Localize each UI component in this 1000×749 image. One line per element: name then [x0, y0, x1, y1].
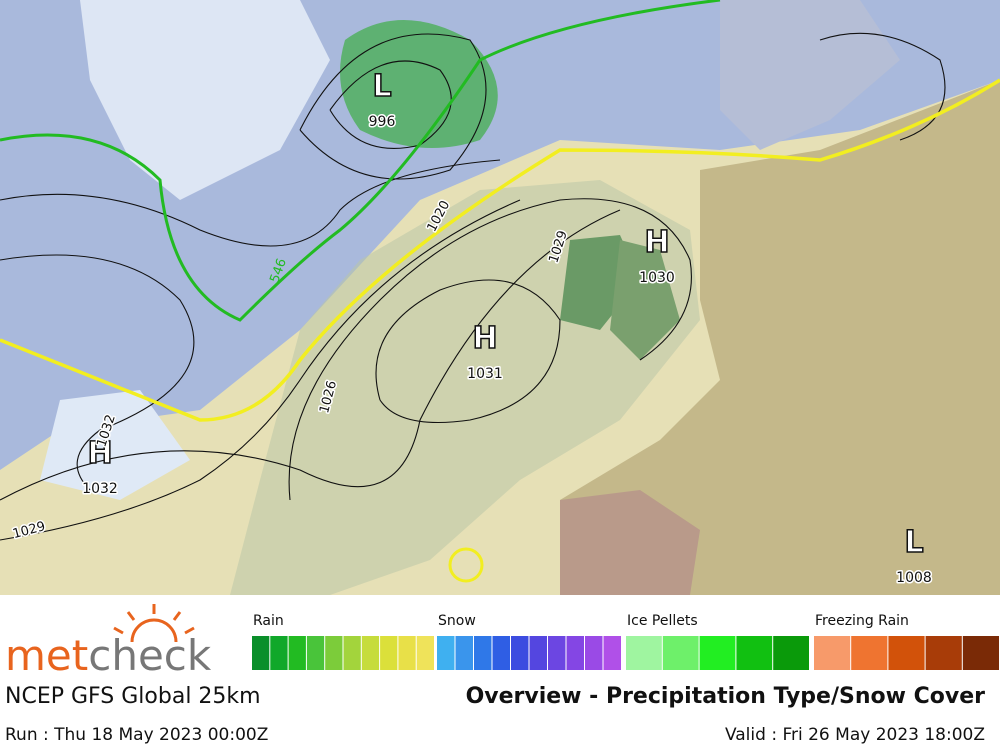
logo: metcheck [5, 631, 212, 680]
legend-swatch [626, 636, 662, 670]
legend-swatch [925, 636, 962, 670]
pressure-letter: H [87, 436, 112, 471]
logo-sun [113, 604, 195, 643]
legend-swatch [699, 636, 736, 670]
pressure-value: 996 [369, 114, 396, 130]
legend-swatch [662, 636, 699, 670]
legend-swatch [851, 636, 888, 670]
map-title: Overview - Precipitation Type/Snow Cover [466, 684, 986, 709]
legend-swatch [398, 636, 416, 670]
legend-swatch [474, 636, 492, 670]
legend-label: Rain [253, 613, 284, 629]
logo-part: check [88, 631, 212, 680]
pressure-value: 1008 [896, 570, 932, 586]
legend-label: Freezing Rain [815, 613, 909, 629]
legend-swatch [814, 636, 851, 670]
legend-swatch [888, 636, 925, 670]
legend-label: Ice Pellets [627, 613, 698, 629]
freezing-ring [448, 547, 484, 583]
logo-part: met [5, 631, 88, 680]
thickness-line [0, 0, 721, 322]
legend-swatch [773, 636, 809, 670]
valid-time: Valid : Fri 26 May 2023 18:00Z [725, 725, 985, 745]
legend-swatch [511, 636, 529, 670]
map-background [0, 0, 1000, 595]
legend-swatch [416, 636, 434, 670]
legend-swatch [288, 636, 306, 670]
pressure-letter: H [472, 321, 497, 356]
legend-label: Snow [438, 613, 476, 629]
legend-swatch [492, 636, 510, 670]
legend-panel [0, 595, 1000, 749]
isobars [0, 32, 946, 541]
pressure-letter: H [644, 225, 669, 260]
pressure-letter: L [904, 525, 923, 560]
legend-swatch [252, 636, 270, 670]
pressure-letter: L [372, 69, 391, 104]
freezing-line [0, 78, 1000, 422]
pressure-value: 1032 [82, 481, 118, 497]
legend-swatch [437, 636, 455, 670]
legend-swatch [529, 636, 547, 670]
pressure-value: 1030 [639, 270, 675, 286]
legend-swatch [306, 636, 325, 670]
legend-swatch [603, 636, 621, 670]
legend-swatch [566, 636, 584, 670]
legend-swatch [380, 636, 398, 670]
legend-swatch [962, 636, 999, 670]
legend-swatch [736, 636, 773, 670]
model-name: NCEP GFS Global 25km [5, 684, 261, 709]
legend-swatch [455, 636, 473, 670]
legend-swatch [361, 636, 380, 670]
legend-swatch [343, 636, 361, 670]
legend-swatch [270, 636, 288, 670]
legend-swatch [548, 636, 566, 670]
legend-swatch [325, 636, 343, 670]
run-time: Run : Thu 18 May 2023 00:00Z [5, 725, 268, 745]
pressure-value: 1031 [467, 366, 503, 382]
legend-swatch [585, 636, 603, 670]
